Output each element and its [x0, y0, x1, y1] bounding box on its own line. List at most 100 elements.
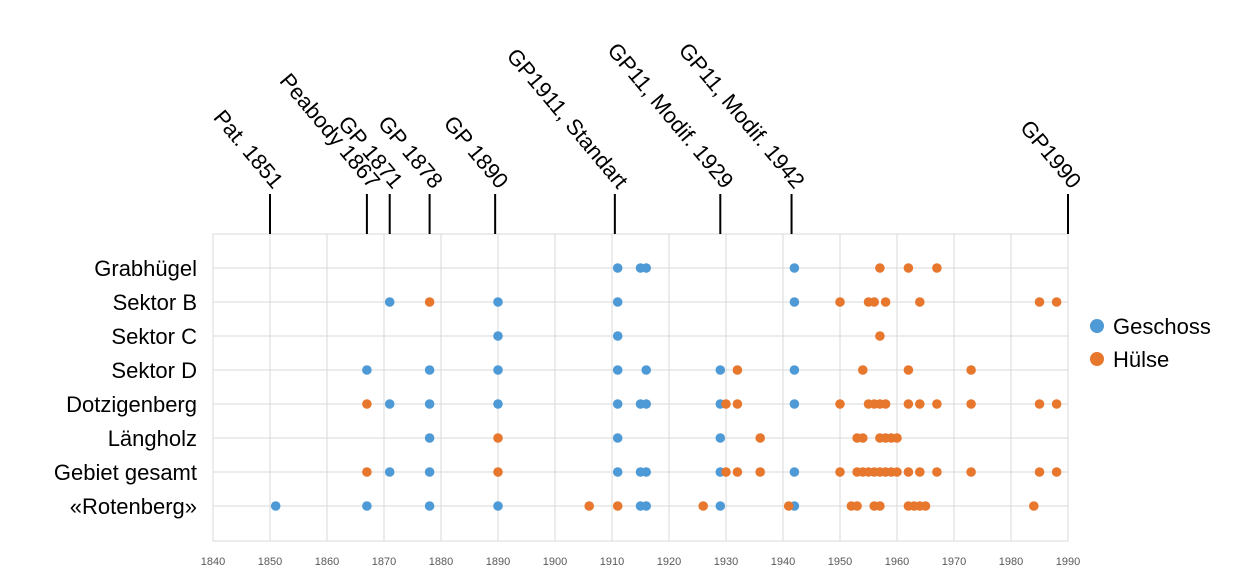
huelse-point — [858, 365, 868, 375]
geschoss-point — [641, 365, 651, 375]
huelse-point — [584, 501, 594, 511]
huelse-point — [903, 399, 914, 409]
x-tick-label: 1890 — [486, 556, 510, 568]
huelse-point — [915, 467, 925, 477]
geschoss-point — [612, 467, 623, 477]
event-label: Pat. 1851 — [209, 105, 289, 193]
huelse-point — [880, 399, 891, 409]
geschoss-point — [612, 433, 623, 443]
huelse-point — [835, 297, 845, 307]
plot-area — [212, 233, 1069, 542]
x-tick-label: 1940 — [771, 556, 795, 568]
geschoss-point — [612, 365, 623, 375]
geschoss-point — [715, 365, 726, 375]
geschoss-point — [789, 365, 800, 375]
x-tick-label: 1880 — [429, 556, 453, 568]
legend-marker — [1090, 352, 1104, 366]
geschoss-point — [384, 467, 395, 477]
legend-label: Hülse — [1113, 347, 1169, 372]
geschoss-point — [424, 433, 435, 443]
huelse-point — [612, 501, 623, 511]
huelse-point — [932, 467, 942, 477]
geschoss-point — [424, 399, 435, 409]
geschoss-point — [641, 399, 651, 409]
huelse-point — [755, 433, 765, 443]
category-label: «Rotenberg» — [70, 494, 197, 519]
huelse-point — [903, 263, 914, 273]
category-label: Dotzigenberg — [66, 392, 197, 417]
huelse-point — [835, 399, 845, 409]
x-tick-label: 1980 — [999, 556, 1023, 568]
category-label: Sektor D — [111, 358, 197, 383]
grid-lines — [212, 234, 1069, 541]
geschoss-point — [493, 297, 503, 307]
category-label: Sektor B — [113, 290, 197, 315]
geschoss-point — [789, 297, 800, 307]
x-tick-label: 1900 — [543, 556, 567, 568]
huelse-point — [880, 297, 891, 307]
huelse-point — [966, 399, 976, 409]
category-label: Gebiet gesamt — [54, 460, 197, 485]
data-points — [270, 263, 1062, 511]
huelse-point — [903, 467, 914, 477]
huelse-point — [1034, 399, 1045, 409]
geschoss-point — [789, 467, 800, 477]
geschoss-point — [493, 501, 503, 511]
x-tick-label: 1870 — [372, 556, 396, 568]
category-label: Längholz — [108, 426, 197, 451]
x-tick-label: 1990 — [1056, 556, 1080, 568]
huelse-point — [362, 467, 372, 477]
huelse-point — [1029, 501, 1039, 511]
x-tick-label: 1920 — [657, 556, 681, 568]
huelse-point — [892, 467, 902, 477]
geschoss-point — [424, 467, 435, 477]
geschoss-point — [424, 501, 435, 511]
geschoss-point — [424, 365, 435, 375]
huelse-point — [835, 467, 845, 477]
x-tick-label: 1950 — [828, 556, 852, 568]
category-label: Grabhügel — [94, 256, 197, 281]
geschoss-point — [715, 501, 726, 511]
huelse-point — [1034, 297, 1045, 307]
geschoss-point — [789, 399, 800, 409]
x-tick-label: 1860 — [315, 556, 339, 568]
x-tick-label: 1930 — [714, 556, 738, 568]
geschoss-point — [362, 365, 372, 375]
huelse-point — [698, 501, 708, 511]
huelse-point — [875, 263, 885, 273]
huelse-point — [852, 501, 862, 511]
category-label: Sektor C — [111, 324, 197, 349]
legend-marker — [1090, 319, 1104, 333]
event-label: GP11, Modif. 1942 — [674, 38, 810, 193]
huelse-point — [966, 467, 976, 477]
huelse-point — [732, 399, 743, 409]
geschoss-point — [384, 297, 395, 307]
huelse-point — [721, 467, 731, 477]
huelse-point — [732, 365, 743, 375]
huelse-point — [915, 297, 925, 307]
geschoss-point — [789, 263, 800, 273]
huelse-point — [920, 501, 931, 511]
huelse-point — [362, 399, 372, 409]
geschoss-point — [362, 501, 372, 511]
huelse-point — [869, 297, 879, 307]
huelse-point — [1034, 467, 1045, 477]
x-tick-label: 1840 — [201, 556, 225, 568]
geschoss-point — [612, 399, 623, 409]
huelse-point — [493, 433, 503, 443]
huelse-point — [1051, 467, 1062, 477]
geschoss-point — [612, 263, 623, 273]
huelse-point — [892, 433, 902, 443]
huelse-point — [903, 365, 914, 375]
huelse-point — [966, 365, 976, 375]
x-tick-label: 1910 — [600, 556, 624, 568]
huelse-point — [875, 331, 885, 341]
huelse-point — [1051, 399, 1062, 409]
geschoss-point — [270, 501, 281, 511]
geschoss-point — [612, 331, 623, 341]
geschoss-point — [493, 331, 503, 341]
geschoss-point — [493, 365, 503, 375]
geschoss-point — [493, 399, 503, 409]
event-label: GP1990 — [1015, 115, 1086, 193]
